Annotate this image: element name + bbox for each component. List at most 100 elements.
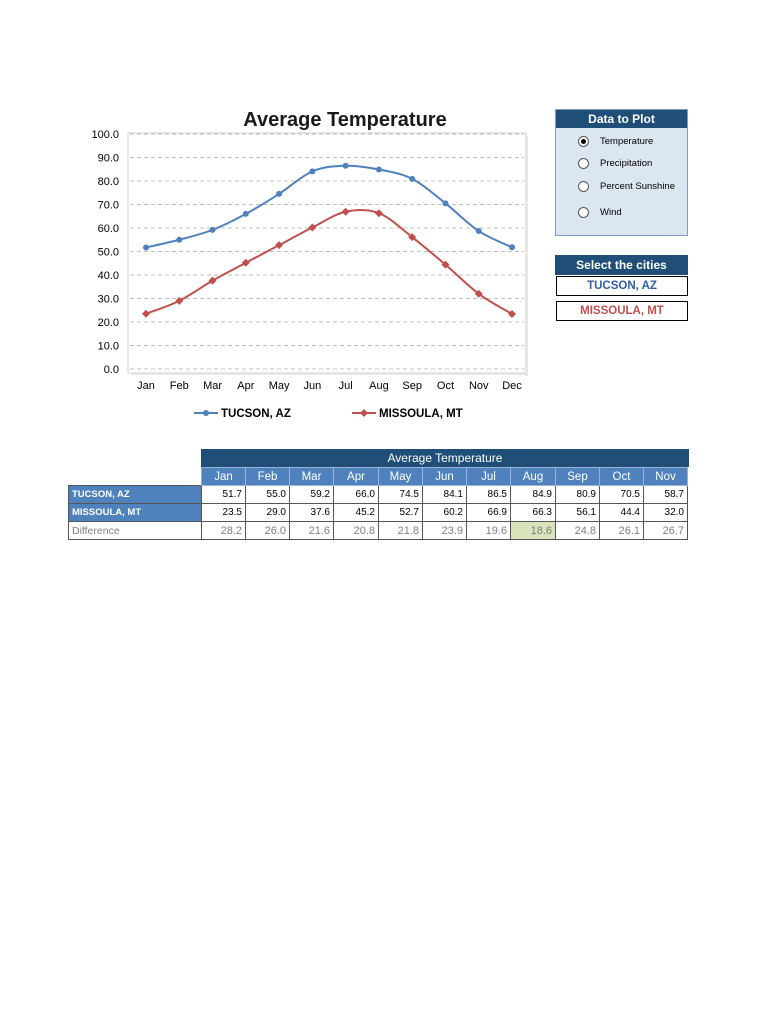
- table-cell: 74.5: [378, 485, 423, 504]
- data-point-series-1: [309, 168, 316, 175]
- series-layer: [142, 162, 516, 319]
- x-tick-label: Sep: [402, 380, 422, 392]
- grid-layer: [130, 133, 524, 370]
- series-line-2: [145, 209, 513, 315]
- y-tick-label: 50.0: [98, 247, 119, 259]
- select-cities-title: Select the cities: [555, 255, 688, 275]
- table-title: Average Temperature: [201, 449, 689, 467]
- difference-cell: 28.2: [201, 521, 246, 540]
- y-axis-ticks: 100.0 90.0 80.0 70.0 60.0 50.0 40.0 30.0 20.0 10.…: [91, 129, 119, 376]
- table-cell: 44.4: [599, 503, 644, 522]
- data-point-series-2: [408, 233, 417, 242]
- chart-frame: [127, 132, 527, 374]
- month-header: Apr: [333, 467, 379, 486]
- month-header: May: [378, 467, 423, 486]
- difference-cell: 18.6: [510, 521, 556, 540]
- month-header: Jan: [201, 467, 246, 486]
- month-header: Feb: [245, 467, 290, 486]
- row-label-difference: Difference: [68, 521, 202, 540]
- radio-wind-icon[interactable]: [578, 206, 589, 218]
- radio-percent-sunshine-icon[interactable]: [578, 180, 589, 192]
- chart-frame-shadow: [525, 136, 528, 376]
- data-point-series-1: [276, 190, 283, 197]
- legend-label: MISSOULA, MT: [379, 408, 463, 420]
- y-tick-label: 0.0: [104, 364, 119, 376]
- data-point-series-2: [241, 258, 250, 267]
- option-label: Wind: [600, 206, 622, 218]
- data-point-series-1: [375, 166, 382, 173]
- option-label: Percent Sunshine: [600, 180, 675, 192]
- option-percent-sunshine[interactable]: Percent Sunshine: [578, 177, 675, 195]
- x-tick-label: Feb: [170, 380, 189, 392]
- table-cell: 84.9: [510, 485, 556, 504]
- table-cell: 58.7: [643, 485, 688, 504]
- table-cell: 66.9: [466, 503, 511, 522]
- table-cell: 60.2: [422, 503, 467, 522]
- data-to-plot-title: Data to Plot: [556, 110, 687, 128]
- option-precipitation[interactable]: Precipitation: [578, 154, 652, 172]
- y-tick-label: 80.0: [98, 176, 119, 188]
- x-tick-label: Jun: [303, 380, 321, 392]
- table-cell: 29.0: [245, 503, 290, 522]
- x-tick-label: Mar: [203, 380, 222, 392]
- data-point-series-1: [475, 228, 482, 235]
- difference-cell: 24.8: [555, 521, 600, 540]
- month-header: Mar: [289, 467, 334, 486]
- radio-precipitation-icon[interactable]: [578, 157, 589, 169]
- data-to-plot-panel: Data to Plot Temperature Precipitation P…: [555, 109, 688, 236]
- data-point-series-2: [441, 260, 450, 269]
- month-header: Oct: [599, 467, 644, 486]
- data-point-series-2: [508, 310, 516, 319]
- y-tick-label: 90.0: [98, 153, 119, 165]
- difference-cell: 21.8: [378, 521, 423, 540]
- x-axis-ticks: Jan Feb Mar Apr May Jun Jul Aug Sep Oct Nov Dec: [137, 380, 522, 392]
- city2-select[interactable]: MISSOULA, MT: [556, 301, 688, 321]
- difference-row: Difference 28.2 26.0 21.6 20.8 21.8 23.9…: [68, 521, 688, 540]
- table-cell: 56.1: [555, 503, 600, 522]
- legend-label: TUCSON, AZ: [221, 408, 291, 420]
- month-header: Aug: [510, 467, 556, 486]
- data-point-series-2: [374, 209, 383, 218]
- month-header: Jun: [422, 467, 467, 486]
- table-corner: [69, 468, 202, 486]
- data-point-series-1: [409, 175, 416, 182]
- x-tick-label: May: [269, 380, 290, 392]
- table-cell: 86.5: [466, 485, 511, 504]
- difference-cell: 21.6: [289, 521, 334, 540]
- difference-cell: 23.9: [422, 521, 467, 540]
- table-cell: 66.0: [333, 485, 379, 504]
- temperature-table: Jan Feb Mar Apr May Jun Jul Aug Sep Oct …: [68, 467, 688, 540]
- table-cell: 51.7: [201, 485, 246, 504]
- table-cell: 80.9: [555, 485, 600, 504]
- y-tick-label: 10.0: [98, 341, 119, 353]
- x-tick-label: Aug: [369, 380, 389, 392]
- chart-legend: TUCSON, AZ MISSOULA, MT: [194, 408, 463, 420]
- option-wind[interactable]: Wind: [578, 203, 622, 221]
- table-cell: 37.6: [289, 503, 334, 522]
- table-cell: 45.2: [333, 503, 379, 522]
- data-point-series-1: [209, 226, 216, 233]
- table-cell: 52.7: [378, 503, 423, 522]
- table-cell: 32.0: [643, 503, 688, 522]
- table-cell: 66.3: [510, 503, 556, 522]
- chart-title: Average Temperature: [243, 109, 446, 131]
- temperature-chart: Average Temperature 100.0 90.0 80.0 70.0 60.…: [70, 100, 528, 440]
- radio-temperature-icon[interactable]: [578, 135, 589, 147]
- x-tick-label: Oct: [437, 380, 454, 392]
- data-point-series-2: [341, 207, 350, 216]
- option-label: Temperature: [600, 135, 654, 147]
- row-label-city2: MISSOULA, MT: [68, 503, 202, 522]
- data-point-series-1: [176, 236, 183, 243]
- data-point-series-1: [242, 210, 249, 217]
- data-point-series-2: [142, 309, 150, 318]
- data-point-series-2: [175, 296, 184, 305]
- difference-cell: 26.7: [643, 521, 688, 540]
- option-temperature[interactable]: Temperature: [578, 132, 653, 150]
- x-tick-label: Jan: [137, 380, 155, 392]
- table-cell: 70.5: [599, 485, 644, 504]
- month-header: Nov: [643, 467, 688, 486]
- table-cell: 84.1: [422, 485, 467, 504]
- row-label-city1: TUCSON, AZ: [68, 485, 202, 504]
- x-tick-label: Dec: [502, 380, 522, 392]
- city1-select[interactable]: TUCSON, AZ: [556, 276, 688, 296]
